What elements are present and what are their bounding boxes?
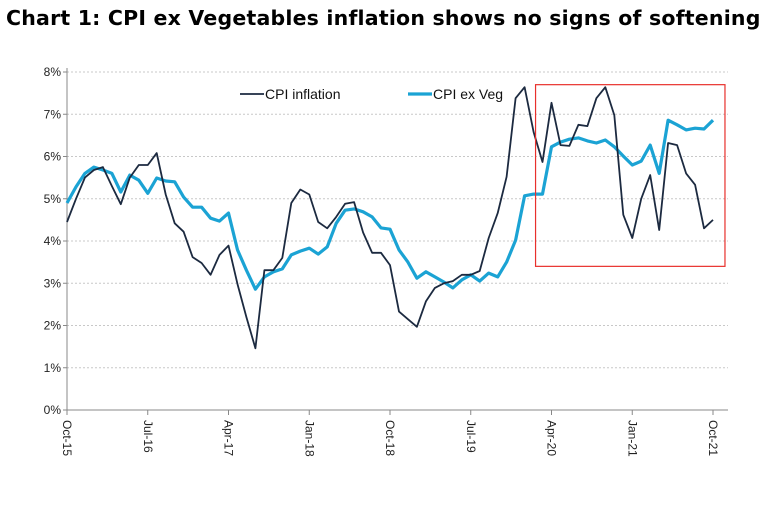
x-tick-label: Jan-18 xyxy=(302,420,316,457)
highlight-box xyxy=(534,84,726,267)
x-tick-label: Jul-19 xyxy=(464,420,478,453)
y-tick-label: 6% xyxy=(44,150,62,164)
legend-label: CPI inflation xyxy=(265,86,340,102)
series-line-cpi-ex-veg xyxy=(65,118,715,291)
x-tick-label: Oct-18 xyxy=(383,420,397,456)
y-tick-label: 7% xyxy=(44,107,62,121)
y-tick-label: 0% xyxy=(44,403,62,417)
y-tick-label: 8% xyxy=(44,65,62,79)
series-line-cpi-inflation xyxy=(66,86,714,350)
x-tick-label: Jan-21 xyxy=(625,420,639,457)
y-tick-label: 2% xyxy=(44,319,62,333)
x-tick-label: Oct-21 xyxy=(706,420,720,456)
x-tick-label: Oct-15 xyxy=(60,420,74,456)
x-tick-label: Apr-20 xyxy=(545,420,559,456)
y-tick-label: 3% xyxy=(44,276,62,290)
y-tick-label: 1% xyxy=(44,361,62,375)
y-tick-label: 5% xyxy=(44,192,62,206)
x-tick-label: Apr-17 xyxy=(222,420,236,456)
y-tick-label: 4% xyxy=(44,234,62,248)
legend-label: CPI ex Veg xyxy=(433,86,503,102)
x-tick-label: Jul-16 xyxy=(141,420,155,453)
chart-title: Chart 1: CPI ex Vegetables inflation sho… xyxy=(6,6,759,30)
